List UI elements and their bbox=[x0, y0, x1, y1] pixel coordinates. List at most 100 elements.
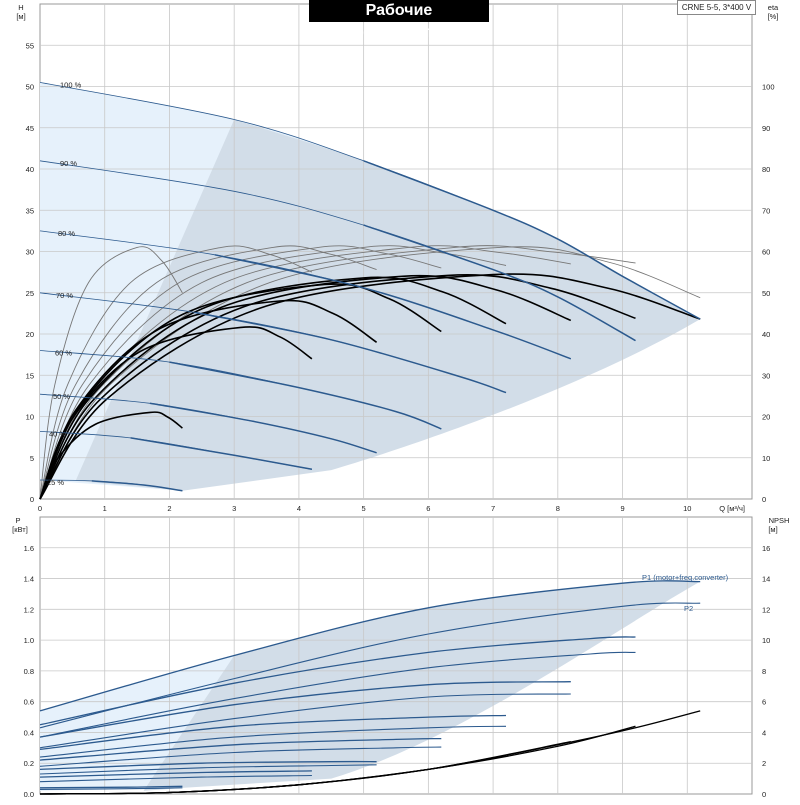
y-label-left: P bbox=[15, 516, 20, 525]
p2-curve bbox=[39, 746, 442, 767]
x-tick: 6 bbox=[426, 504, 430, 513]
p2-curve bbox=[39, 651, 636, 738]
x-tick: 1 bbox=[103, 504, 107, 513]
y-label-right: eta bbox=[768, 3, 779, 12]
speed-label: 100 % bbox=[60, 80, 82, 89]
y-tick-right: 2 bbox=[762, 759, 766, 768]
p2-curve bbox=[39, 725, 507, 758]
y-tick-right: 20 bbox=[762, 413, 770, 422]
p1-curve bbox=[39, 737, 442, 761]
speed-label: 25 % bbox=[47, 478, 64, 487]
y-tick-left: 25 bbox=[26, 289, 34, 298]
y-label-right-unit: [м] bbox=[768, 525, 777, 534]
p1-curve bbox=[39, 681, 571, 738]
x-tick: 10 bbox=[683, 504, 691, 513]
head-curve-bold bbox=[195, 311, 507, 394]
chart-title: Рабочие характеристики bbox=[309, 0, 489, 41]
eta-curve-thin bbox=[39, 245, 507, 500]
speed-label: 80 % bbox=[58, 229, 75, 238]
p2-curve bbox=[39, 787, 183, 790]
eta-curve-bold bbox=[39, 273, 701, 500]
p1-curve bbox=[39, 636, 636, 726]
speed-label: 50 % bbox=[53, 392, 70, 401]
eta-curve-thin bbox=[39, 245, 442, 500]
x-tick: 8 bbox=[556, 504, 560, 513]
p2-curve bbox=[39, 602, 701, 729]
y-tick-left: 0.4 bbox=[24, 728, 34, 737]
y-tick-right: 16 bbox=[762, 544, 770, 553]
p1-curve bbox=[39, 714, 507, 751]
speed-label: 60 % bbox=[55, 349, 72, 358]
y-tick-right: 10 bbox=[762, 454, 770, 463]
model-label: CRNE 5-5, 3*400 V bbox=[677, 0, 756, 15]
p2-curve bbox=[39, 764, 377, 775]
head-curve-bold bbox=[363, 160, 701, 320]
p1-curve bbox=[39, 770, 312, 778]
eta-curve-bold bbox=[39, 274, 636, 500]
operating-range-dark bbox=[75, 119, 701, 491]
y-tick-left: 1.0 bbox=[24, 636, 34, 645]
y-label-right: NPSH bbox=[769, 516, 790, 525]
y-tick-left: 30 bbox=[26, 248, 34, 257]
x-tick: 2 bbox=[167, 504, 171, 513]
y-tick-right: 80 bbox=[762, 165, 770, 174]
p2-curve bbox=[39, 774, 312, 783]
y-tick-left: 5 bbox=[30, 454, 34, 463]
y-tick-right: 10 bbox=[762, 636, 770, 645]
y-tick-right: 40 bbox=[762, 330, 770, 339]
eta-curve-thin bbox=[39, 245, 377, 500]
y-tick-left: 10 bbox=[26, 413, 34, 422]
eta-curve-thin bbox=[39, 245, 636, 500]
y-tick-right: 4 bbox=[762, 728, 766, 737]
y-tick-left: 0.2 bbox=[24, 759, 34, 768]
y-tick-right: 70 bbox=[762, 206, 770, 215]
x-tick: 7 bbox=[491, 504, 495, 513]
y-tick-right: 30 bbox=[762, 371, 770, 380]
eta-curve-bold bbox=[39, 276, 507, 500]
x-tick: 0 bbox=[38, 504, 42, 513]
speed-label: 40 % bbox=[49, 429, 66, 438]
y-tick-left: 0.6 bbox=[24, 698, 34, 707]
y-tick-left: 40 bbox=[26, 165, 34, 174]
y-tick-left: 45 bbox=[26, 124, 34, 133]
p1-series-label: P1 (motor+freq.converter) bbox=[642, 573, 729, 582]
head-curve-bold bbox=[149, 402, 377, 454]
y-tick-right: 60 bbox=[762, 248, 770, 257]
npsh-curve bbox=[39, 754, 507, 795]
x-tick: 9 bbox=[620, 504, 624, 513]
y-tick-right: 8 bbox=[762, 667, 766, 676]
head-curve-bold bbox=[169, 361, 442, 430]
head-curve-bold bbox=[214, 254, 572, 360]
y-tick-left: 35 bbox=[26, 206, 34, 215]
y-tick-left: 20 bbox=[26, 330, 34, 339]
head-curve-bold bbox=[363, 224, 636, 342]
speed-label: 90 % bbox=[60, 159, 77, 168]
y-tick-right: 50 bbox=[762, 289, 770, 298]
p1-curve bbox=[39, 785, 183, 789]
power-range-dark bbox=[143, 580, 701, 791]
y-tick-right: 6 bbox=[762, 698, 766, 707]
y-tick-right: 90 bbox=[762, 124, 770, 133]
eta-curve-bold bbox=[39, 274, 572, 500]
y-tick-left: 1.4 bbox=[24, 575, 34, 584]
y-label-left: H bbox=[18, 3, 23, 12]
y-tick-right: 0 bbox=[762, 790, 766, 799]
y-label-left-unit: [м] bbox=[16, 12, 25, 21]
y-tick-right: 100 bbox=[762, 83, 775, 92]
y-label-left-unit: [кВт] bbox=[12, 525, 28, 534]
eta-curve-thin bbox=[39, 246, 701, 500]
x-axis-label: Q [м³/ч] bbox=[719, 504, 745, 513]
y-tick-right: 14 bbox=[762, 575, 770, 584]
x-tick: 3 bbox=[232, 504, 236, 513]
y-tick-right: 0 bbox=[762, 495, 766, 504]
p2-curve bbox=[39, 693, 571, 749]
y-tick-right: 12 bbox=[762, 605, 770, 614]
y-tick-left: 0 bbox=[30, 495, 34, 504]
y-tick-left: 55 bbox=[26, 41, 34, 50]
y-tick-left: 1.6 bbox=[24, 544, 34, 553]
p1-curve bbox=[39, 760, 377, 771]
head-curve-bold bbox=[130, 437, 313, 471]
y-label-right-unit: [%] bbox=[768, 12, 779, 21]
